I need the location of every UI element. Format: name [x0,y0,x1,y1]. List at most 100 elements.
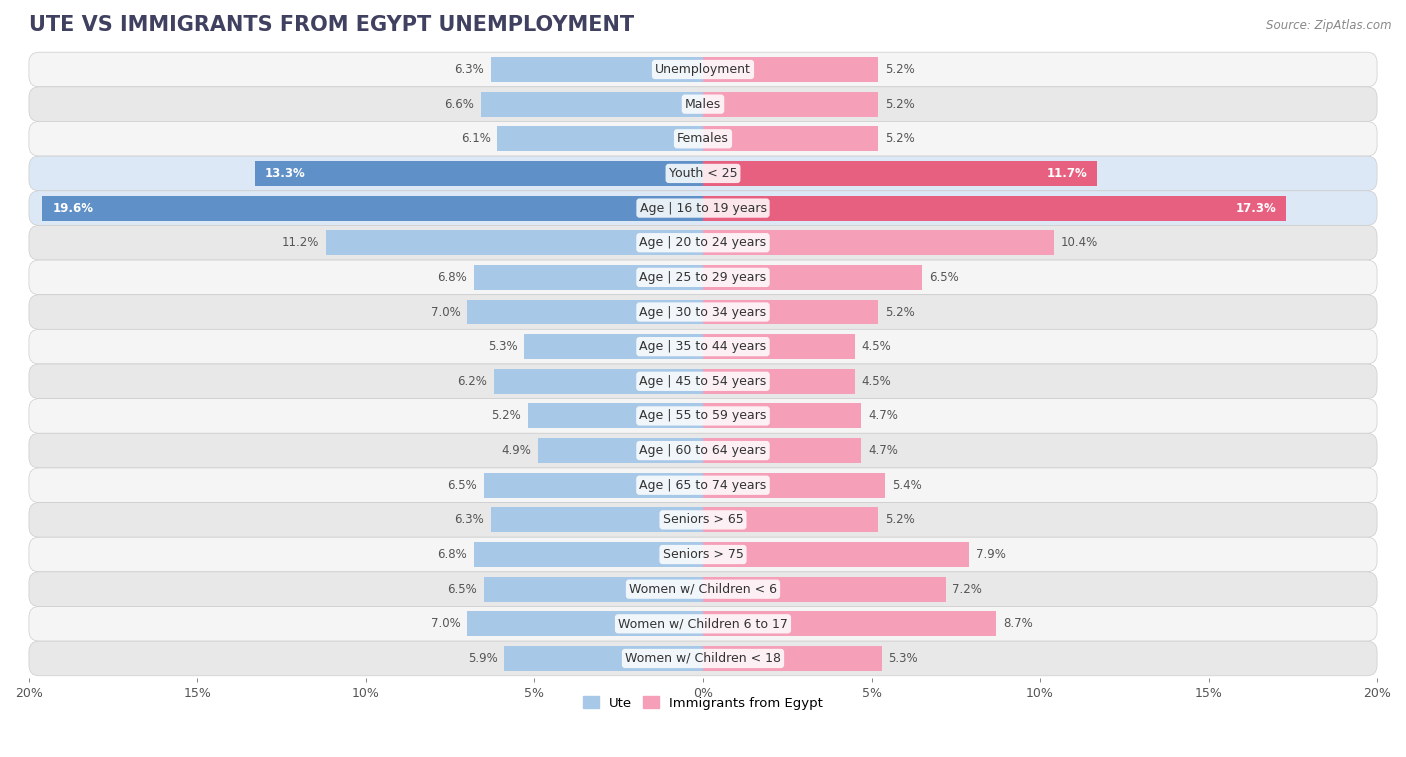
Text: 5.4%: 5.4% [891,478,921,492]
Bar [703,577,946,602]
Text: 6.3%: 6.3% [454,513,484,526]
FancyBboxPatch shape [30,641,1376,676]
Text: 6.5%: 6.5% [929,271,959,284]
FancyBboxPatch shape [30,503,1376,537]
Text: 6.6%: 6.6% [444,98,474,111]
FancyBboxPatch shape [30,121,1376,156]
FancyBboxPatch shape [30,606,1376,641]
Bar [467,612,703,637]
Text: 10.4%: 10.4% [1060,236,1098,249]
Bar [491,507,703,532]
Text: 5.2%: 5.2% [884,513,915,526]
Text: 6.5%: 6.5% [447,478,477,492]
FancyBboxPatch shape [30,260,1376,294]
Text: 11.2%: 11.2% [281,236,319,249]
Text: Age | 16 to 19 years: Age | 16 to 19 years [640,201,766,214]
FancyBboxPatch shape [30,191,1376,226]
Bar [494,369,703,394]
FancyBboxPatch shape [30,329,1376,364]
Text: Age | 30 to 34 years: Age | 30 to 34 years [640,306,766,319]
Text: 19.6%: 19.6% [52,201,94,214]
Bar [498,126,703,151]
FancyBboxPatch shape [30,572,1376,606]
FancyBboxPatch shape [30,226,1376,260]
Bar [703,612,997,637]
Bar [527,403,703,428]
Text: 5.2%: 5.2% [884,98,915,111]
Text: Males: Males [685,98,721,111]
Text: 5.2%: 5.2% [884,306,915,319]
Bar [484,577,703,602]
Text: 5.2%: 5.2% [884,132,915,145]
Text: Age | 65 to 74 years: Age | 65 to 74 years [640,478,766,492]
Bar [703,369,855,394]
Text: 6.2%: 6.2% [457,375,488,388]
Text: Age | 55 to 59 years: Age | 55 to 59 years [640,410,766,422]
Text: 7.0%: 7.0% [430,306,460,319]
FancyBboxPatch shape [30,537,1376,572]
Text: Women w/ Children 6 to 17: Women w/ Children 6 to 17 [619,617,787,631]
FancyBboxPatch shape [30,364,1376,399]
Text: Age | 45 to 54 years: Age | 45 to 54 years [640,375,766,388]
FancyBboxPatch shape [30,294,1376,329]
Text: 6.8%: 6.8% [437,548,467,561]
Text: Source: ZipAtlas.com: Source: ZipAtlas.com [1267,19,1392,32]
FancyBboxPatch shape [30,433,1376,468]
Text: 13.3%: 13.3% [264,167,305,180]
Text: 5.3%: 5.3% [488,340,517,354]
Text: Unemployment: Unemployment [655,63,751,76]
Bar [484,473,703,497]
Text: 5.3%: 5.3% [889,652,918,665]
Text: Females: Females [678,132,728,145]
Bar [703,646,882,671]
Bar [703,161,1097,186]
FancyBboxPatch shape [30,399,1376,433]
FancyBboxPatch shape [30,87,1376,121]
Bar [703,126,879,151]
Bar [703,403,862,428]
Bar [703,542,969,567]
Text: Women w/ Children < 18: Women w/ Children < 18 [626,652,780,665]
Text: 7.9%: 7.9% [976,548,1005,561]
Text: Age | 25 to 29 years: Age | 25 to 29 years [640,271,766,284]
Bar [703,230,1053,255]
Text: 7.2%: 7.2% [952,583,983,596]
FancyBboxPatch shape [30,468,1376,503]
Text: Seniors > 65: Seniors > 65 [662,513,744,526]
Text: 5.2%: 5.2% [884,63,915,76]
Bar [703,300,879,325]
Bar [481,92,703,117]
Text: 4.5%: 4.5% [862,375,891,388]
Text: 7.0%: 7.0% [430,617,460,631]
Text: 5.2%: 5.2% [491,410,522,422]
Bar [703,438,862,463]
Text: 4.5%: 4.5% [862,340,891,354]
Text: Age | 20 to 24 years: Age | 20 to 24 years [640,236,766,249]
Bar [703,265,922,290]
Text: 4.7%: 4.7% [868,444,898,457]
Bar [474,265,703,290]
Text: Age | 35 to 44 years: Age | 35 to 44 years [640,340,766,354]
Bar [703,473,884,497]
Bar [538,438,703,463]
Text: Women w/ Children < 6: Women w/ Children < 6 [628,583,778,596]
Bar [467,300,703,325]
Text: 5.9%: 5.9% [468,652,498,665]
Bar [254,161,703,186]
Bar [474,542,703,567]
Text: 6.5%: 6.5% [447,583,477,596]
Text: Youth < 25: Youth < 25 [669,167,737,180]
Text: 6.3%: 6.3% [454,63,484,76]
Bar [703,195,1286,220]
Bar [703,334,855,359]
Bar [703,92,879,117]
Text: 6.8%: 6.8% [437,271,467,284]
Text: 6.1%: 6.1% [461,132,491,145]
Bar [42,195,703,220]
Text: Seniors > 75: Seniors > 75 [662,548,744,561]
Bar [505,646,703,671]
Text: UTE VS IMMIGRANTS FROM EGYPT UNEMPLOYMENT: UTE VS IMMIGRANTS FROM EGYPT UNEMPLOYMEN… [30,15,634,35]
FancyBboxPatch shape [30,156,1376,191]
Bar [326,230,703,255]
Text: Age | 60 to 64 years: Age | 60 to 64 years [640,444,766,457]
